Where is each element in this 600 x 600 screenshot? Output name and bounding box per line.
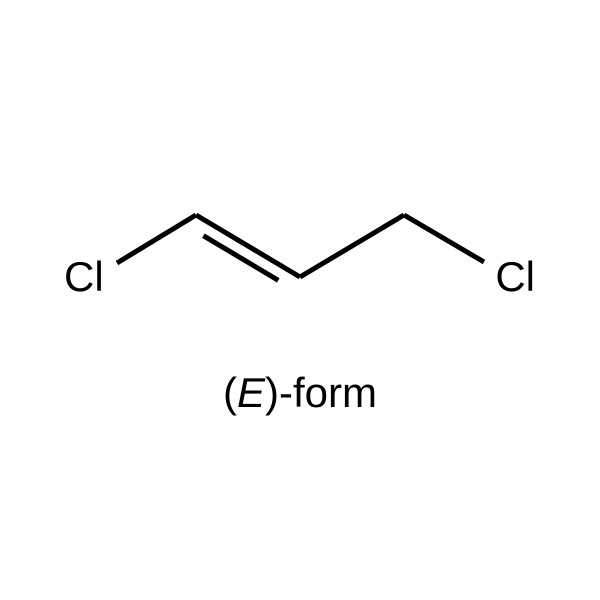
bond-line [196, 215, 300, 277]
bond-line [404, 215, 484, 262]
bonds-layer [117, 215, 484, 280]
stereo-caption: (E)-form [223, 369, 377, 416]
atom-label-cl_left: Cl [64, 253, 104, 300]
caption-layer: (E)-form [223, 369, 377, 416]
bond-line [300, 215, 404, 277]
atom-label-cl_right: Cl [495, 253, 535, 300]
bond-line [117, 215, 196, 263]
molecule-diagram: Cl Cl (E)-form [0, 0, 600, 600]
